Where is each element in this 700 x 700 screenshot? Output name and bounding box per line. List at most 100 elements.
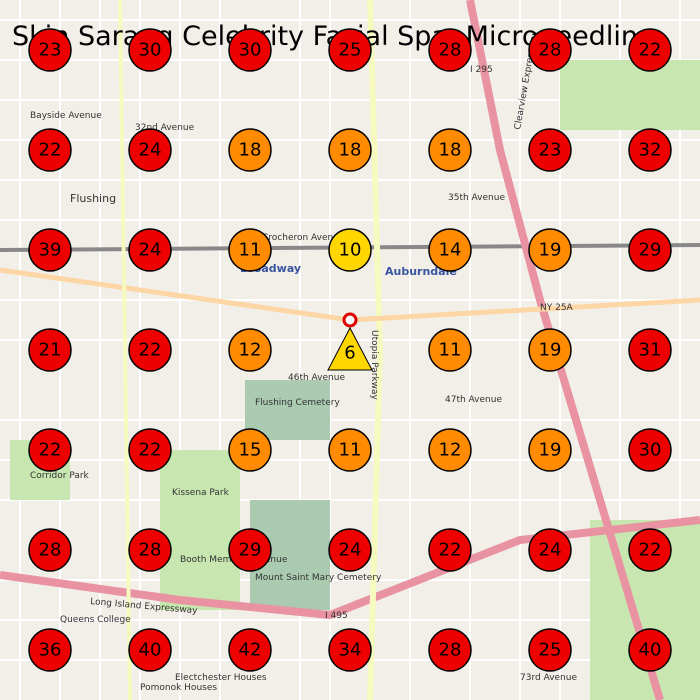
rank-marker (528, 528, 572, 572)
rank-marker (128, 228, 172, 272)
rank-label: 28 (439, 640, 462, 661)
rank-marker (328, 128, 372, 172)
rank-marker (628, 228, 672, 272)
rank-label: 28 (539, 40, 562, 61)
map-label: Flushing (70, 192, 116, 205)
rank-label: 32 (639, 140, 662, 161)
rank-marker (28, 428, 72, 472)
map-label: 46th Avenue (288, 373, 345, 383)
map-label: Bayside Avenue (30, 111, 102, 121)
map-label: Electchester Houses (175, 673, 267, 683)
rank-label: 25 (539, 640, 562, 661)
rank-marker (528, 228, 572, 272)
rank-marker (128, 428, 172, 472)
rank-label: 23 (539, 140, 562, 161)
rank-marker (228, 28, 272, 72)
map-label: Pomonok Houses (140, 683, 217, 693)
rank-marker (328, 28, 372, 72)
rank-marker (428, 628, 472, 672)
rank-marker (128, 628, 172, 672)
map-label: Mount Saint Mary Cemetery (255, 573, 382, 583)
rank-label: 22 (639, 540, 662, 561)
rank-label: 10 (339, 240, 362, 261)
rank-marker (428, 228, 472, 272)
rank-marker (28, 228, 72, 272)
rank-label: 19 (539, 340, 562, 361)
rank-marker (528, 328, 572, 372)
rank-label: 19 (539, 440, 562, 461)
map-label: NY 25A (540, 303, 574, 313)
rank-label: 22 (39, 140, 62, 161)
rank-marker (328, 528, 372, 572)
rank-label: 24 (539, 540, 562, 561)
map-label: Utopia Parkway (369, 330, 379, 401)
rank-marker (628, 428, 672, 472)
rank-label: 6 (344, 343, 355, 364)
rank-label: 29 (239, 540, 262, 561)
map-label: Queens College (60, 615, 131, 625)
map-label: Corridor Park (30, 471, 90, 481)
map-label: I 495 (325, 611, 348, 621)
rank-marker (228, 128, 272, 172)
rank-label: 22 (639, 40, 662, 61)
rank-label: 12 (239, 340, 262, 361)
rank-label: 19 (539, 240, 562, 261)
rank-marker (327, 326, 373, 371)
rank-label: 30 (139, 40, 162, 61)
map-label: 32nd Avenue (135, 123, 195, 133)
rank-label: 22 (139, 440, 162, 461)
rank-label: 40 (639, 640, 662, 661)
rank-label: 18 (439, 140, 462, 161)
rank-label: 11 (439, 340, 462, 361)
rank-label: 30 (239, 40, 262, 61)
rank-marker (228, 528, 272, 572)
rank-label: 24 (139, 240, 162, 261)
rank-marker (228, 628, 272, 672)
rank-label: 34 (339, 640, 362, 661)
parks (10, 60, 700, 700)
rank-label: 18 (339, 140, 362, 161)
rank-label: 25 (339, 40, 362, 61)
rank-marker (128, 28, 172, 72)
rank-marker (628, 328, 672, 372)
rank-label: 30 (639, 440, 662, 461)
rank-label: 15 (239, 440, 262, 461)
map-label: Flushing Cemetery (255, 398, 340, 408)
map-label: Crocheron Avenue (262, 233, 345, 243)
map-label: I 295 (470, 65, 493, 75)
rank-marker (428, 528, 472, 572)
map-label: Kissena Park (172, 488, 230, 498)
rank-label: 24 (339, 540, 362, 561)
rank-marker (528, 128, 572, 172)
rank-label: 18 (239, 140, 262, 161)
rank-label: 12 (439, 440, 462, 461)
rank-label: 23 (39, 40, 62, 61)
rank-label: 28 (439, 40, 462, 61)
rank-label: 39 (39, 240, 62, 261)
rank-marker (428, 328, 472, 372)
rank-marker (228, 428, 272, 472)
map-label: 35th Avenue (448, 193, 505, 203)
rank-marker (628, 528, 672, 572)
rank-marker (528, 28, 572, 72)
rank-marker (128, 328, 172, 372)
rank-marker (328, 228, 372, 272)
rank-marker (528, 428, 572, 472)
rank-marker (428, 28, 472, 72)
rank-label: 21 (39, 340, 62, 361)
rank-label: 14 (439, 240, 462, 261)
rank-label: 36 (39, 640, 62, 661)
rank-label: 28 (139, 540, 162, 561)
rank-label: 28 (39, 540, 62, 561)
rank-marker (628, 628, 672, 672)
rank-label: 40 (139, 640, 162, 661)
rank-marker (328, 628, 372, 672)
map-label: 47th Avenue (445, 395, 502, 405)
rank-label: 22 (39, 440, 62, 461)
rank-marker (28, 328, 72, 372)
rank-marker (28, 28, 72, 72)
rank-marker (528, 628, 572, 672)
rank-marker (128, 128, 172, 172)
rank-marker (28, 128, 72, 172)
